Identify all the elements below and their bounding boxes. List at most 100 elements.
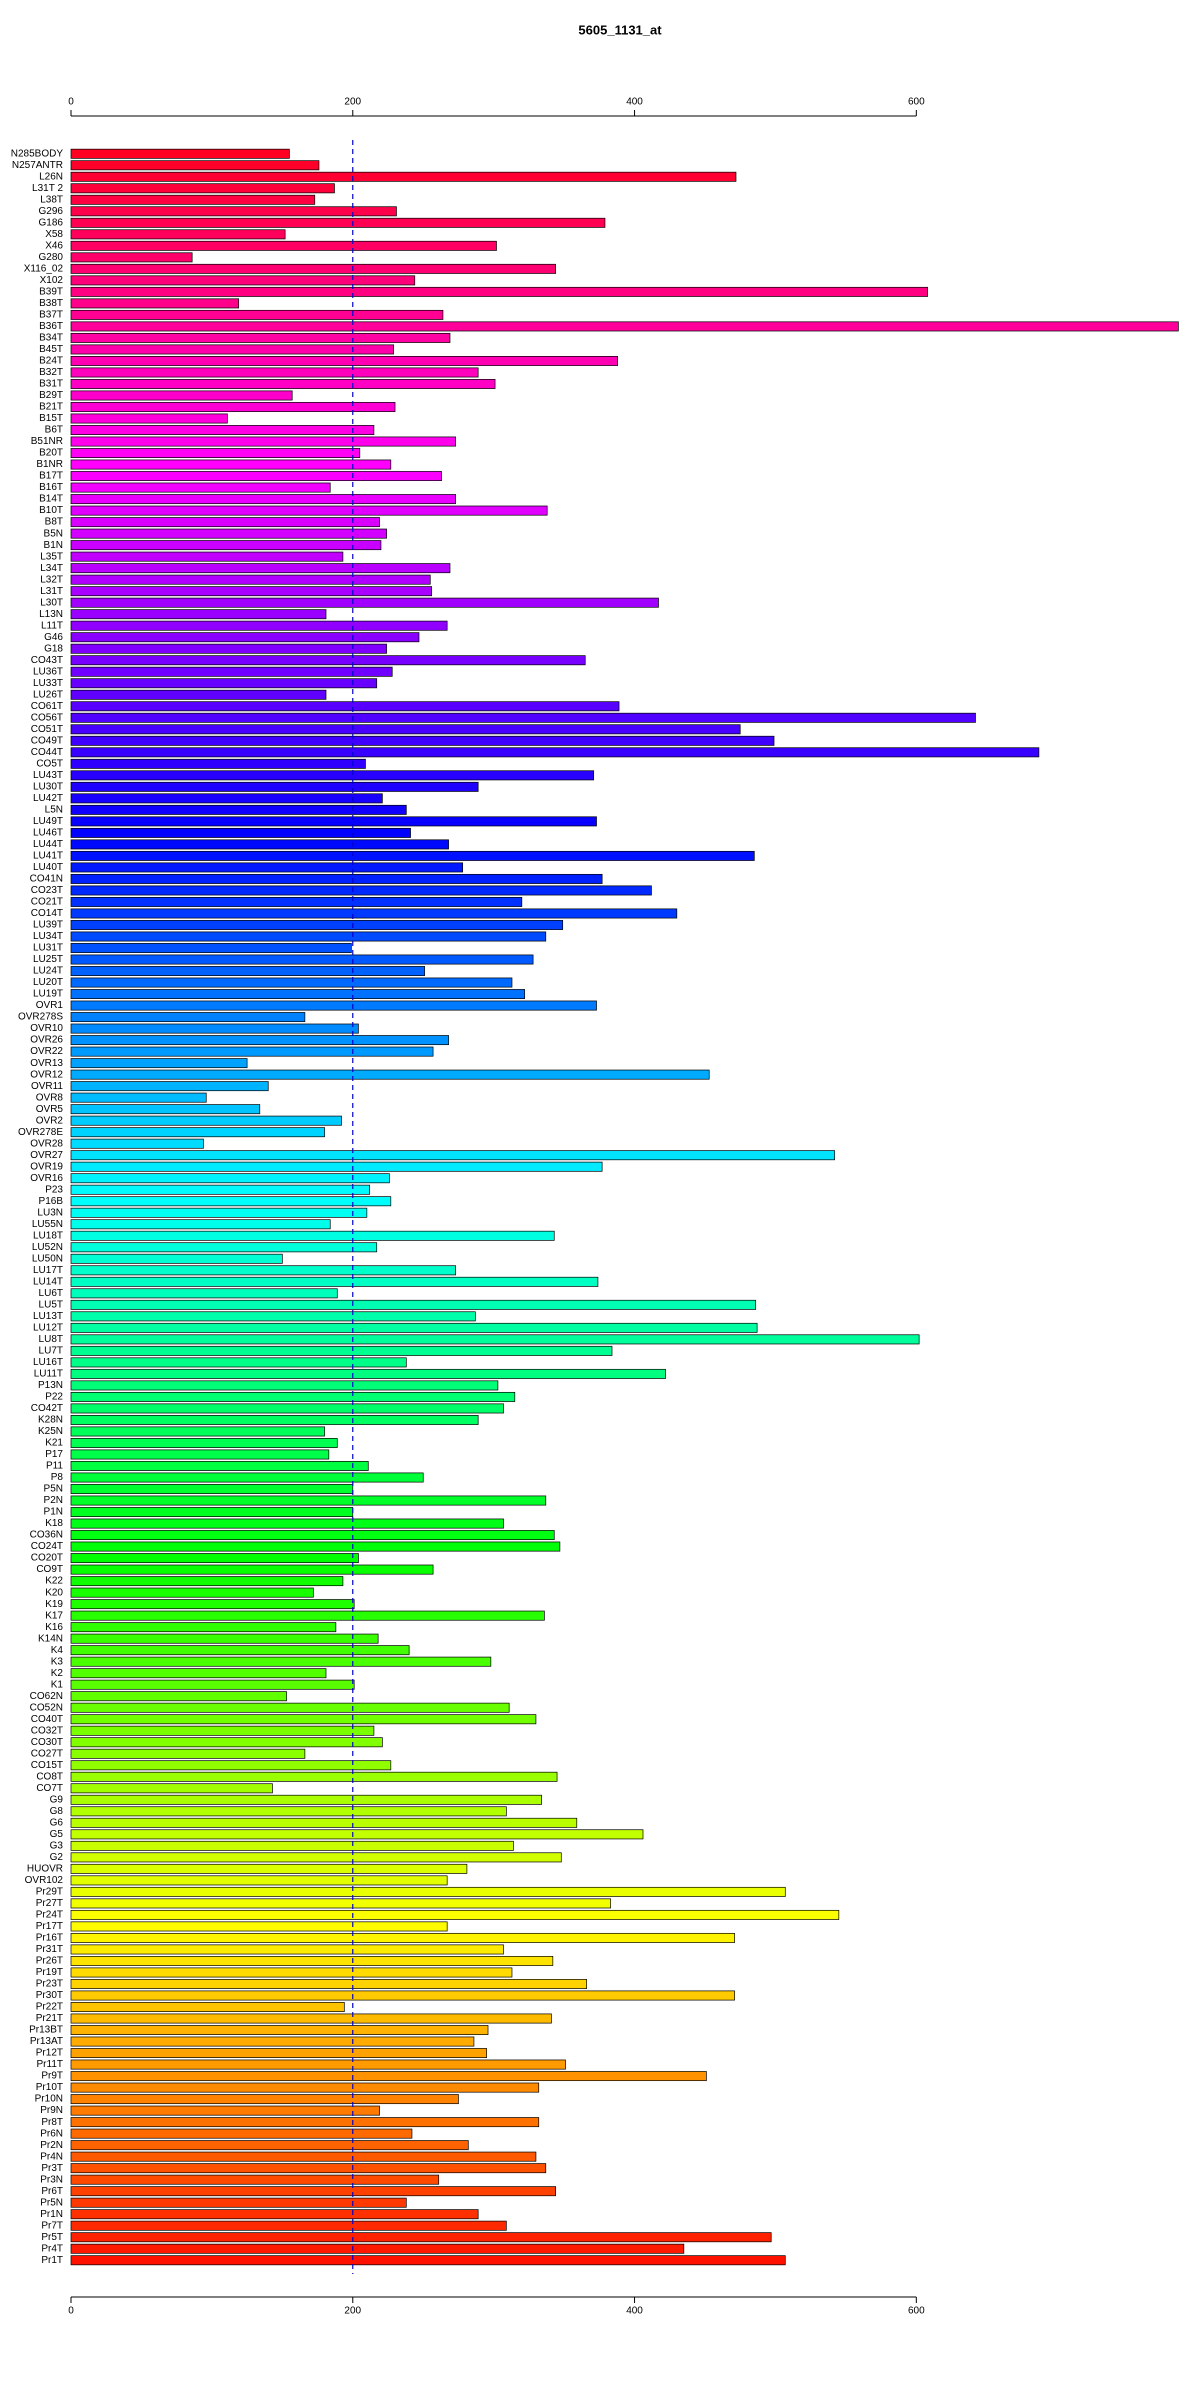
category-label: G5: [50, 1829, 64, 1840]
category-label: Pr6T: [41, 2186, 63, 2197]
category-label: G186: [39, 217, 64, 228]
bar: [70, 908, 678, 919]
category-label: K16: [45, 1622, 63, 1633]
bar: [70, 609, 327, 620]
bar: [70, 1852, 562, 1863]
bar: [70, 1909, 840, 1920]
bar: [70, 1127, 325, 1138]
bar: [70, 1461, 369, 1471]
category-label: CO41N: [30, 874, 63, 885]
bar: [70, 1679, 355, 1690]
category-label: OVR2: [36, 1115, 64, 1126]
category-label: G2: [50, 1852, 64, 1863]
bar: [70, 1484, 354, 1494]
bar: [70, 1495, 547, 1506]
bar: [70, 252, 193, 263]
category-label: LU24T: [33, 966, 63, 977]
category-label: X46: [45, 240, 63, 251]
category-label: LU25T: [33, 954, 63, 965]
category-label: LU11T: [34, 1369, 63, 1380]
category-label: G8: [50, 1806, 64, 1817]
category-label: CO8T: [36, 1771, 63, 1782]
bar: [70, 425, 375, 435]
bar: [70, 1886, 786, 1897]
bar: [70, 309, 444, 320]
bar: [70, 1449, 330, 1460]
bar: [70, 827, 411, 838]
category-label: L11T: [41, 620, 63, 631]
category-label: LU17T: [33, 1265, 63, 1276]
bar: [70, 1288, 338, 1299]
bar: [70, 1023, 359, 1034]
category-label: K14N: [38, 1633, 63, 1644]
bar: [70, 1979, 587, 1989]
bar: [70, 897, 523, 907]
bar: [70, 298, 240, 309]
category-label: P16B: [39, 1196, 64, 1207]
bar: [70, 597, 659, 608]
category-label: OVR27: [30, 1150, 63, 1161]
bar: [70, 1932, 735, 1943]
category-label: OVR1: [36, 1000, 64, 1011]
x-tick-label: 0: [68, 97, 74, 108]
bar: [70, 574, 431, 585]
category-label: CO56T: [31, 712, 63, 723]
bar: [70, 804, 407, 815]
bar: [70, 1645, 410, 1656]
category-label: LU31T: [33, 943, 63, 954]
category-label: CO52N: [30, 1702, 63, 1713]
bar: [70, 471, 442, 482]
category-label: B51NR: [31, 436, 63, 447]
bar: [70, 1783, 273, 1794]
category-label: Pr27T: [36, 1898, 63, 1909]
category-label: Pr12T: [36, 2048, 63, 2059]
category-label: OVR12: [30, 1069, 63, 1080]
bar: [70, 2140, 469, 2151]
bar: [70, 1426, 325, 1437]
category-label: B32T: [39, 367, 63, 378]
bar: [70, 1760, 392, 1771]
bar: [70, 563, 451, 574]
category-label: LU18T: [33, 1230, 63, 1241]
bar: [70, 390, 293, 401]
category-label: L35T: [40, 551, 63, 562]
bar: [70, 1299, 757, 1310]
category-label: LU39T: [33, 920, 63, 931]
category-label: Pr13AT: [30, 2036, 63, 2047]
bar: [70, 1058, 248, 1069]
category-label: L5N: [45, 805, 63, 816]
bar: [70, 1368, 666, 1379]
bar: [70, 517, 380, 528]
bar: [70, 1081, 269, 1092]
category-label: N257ANTR: [12, 160, 63, 171]
category-label: LU26T: [33, 689, 63, 700]
bar: [70, 678, 378, 689]
category-label: CO23T: [31, 885, 63, 896]
category-label: LU33T: [33, 678, 63, 689]
bar: [70, 1633, 379, 1644]
category-label: Pr4T: [41, 2243, 63, 2254]
bar: [70, 747, 1040, 758]
category-label: LU30T: [33, 781, 63, 792]
x-tick-label: 0: [68, 2306, 74, 2317]
bar: [70, 1391, 516, 1402]
bar: [70, 655, 586, 666]
category-label: K2: [51, 1668, 64, 1679]
x-tick-label: 400: [626, 2306, 643, 2317]
category-label: K19: [45, 1599, 63, 1610]
bar: [70, 1656, 492, 1667]
bar: [70, 436, 456, 447]
bar: [70, 758, 366, 769]
bar: [70, 183, 335, 194]
bar: [70, 263, 556, 274]
category-label: K1: [51, 1679, 64, 1690]
bar: [70, 816, 597, 827]
category-label: CO15T: [31, 1760, 63, 1771]
bar: [70, 2048, 487, 2059]
bar: [70, 1817, 578, 1828]
bar: [70, 1311, 476, 1322]
bar: [70, 1334, 920, 1345]
bar: [70, 2117, 540, 2128]
category-label: N285BODY: [11, 148, 64, 159]
bar: [70, 712, 976, 723]
